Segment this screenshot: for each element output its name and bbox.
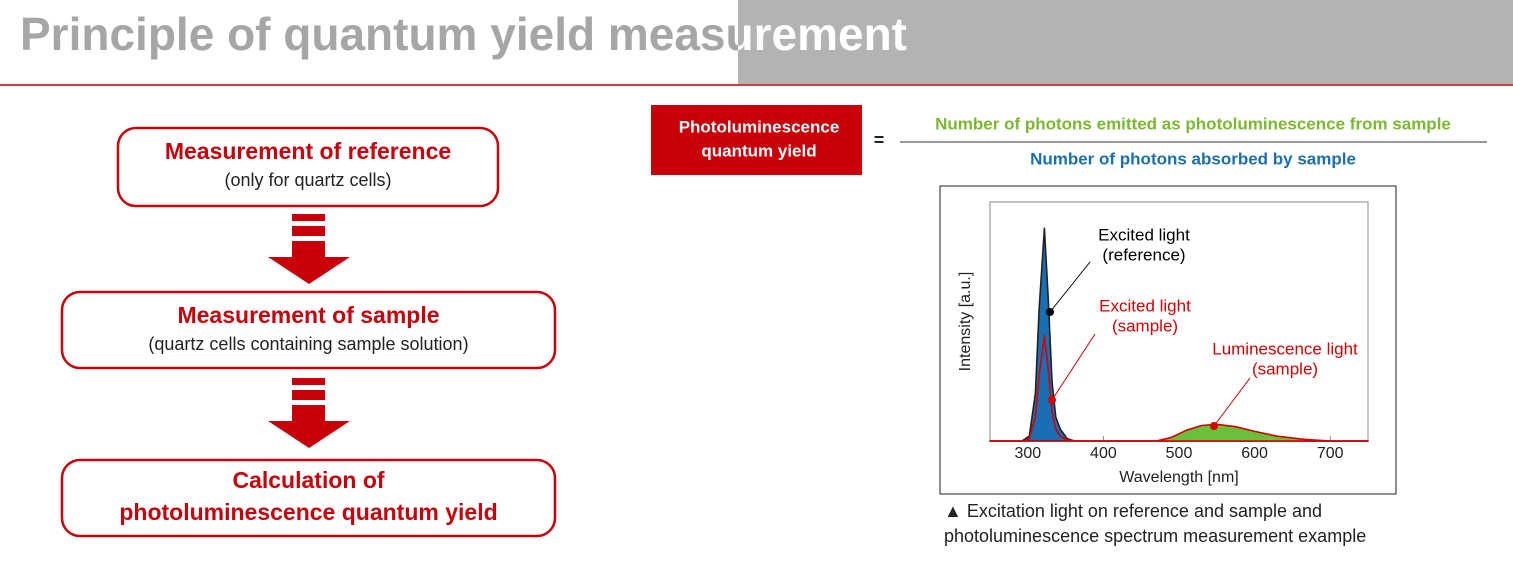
caption: photoluminescence spectrum measurement e…	[944, 526, 1366, 546]
annotation-dot	[1046, 308, 1054, 316]
arrow-stripe	[292, 226, 325, 236]
annotation-text: (sample)	[1252, 359, 1318, 378]
flow-box	[60, 290, 557, 370]
formula-term-box	[651, 105, 862, 175]
x-tick-label: 400	[1090, 445, 1117, 462]
flow-box	[116, 126, 500, 208]
annotation-text: (sample)	[1112, 316, 1178, 335]
flow-step-title: photoluminescence quantum yield	[119, 499, 497, 525]
arrow-stripe	[292, 378, 325, 385]
y-axis-label: Intensity [a.u.]	[957, 272, 974, 372]
x-tick-label: 600	[1241, 445, 1268, 462]
page-title: Principle of quantum yield measurement	[20, 8, 907, 60]
chart-frame	[939, 185, 1397, 495]
annotation-leader	[1049, 261, 1091, 313]
line	[990, 335, 1368, 442]
formula-denominator: Number of photons absorbed by sample	[1030, 149, 1356, 168]
flow-step-subtitle: (only for quartz cells)	[224, 170, 391, 190]
caption: ▲ Excitation light on reference and samp…	[944, 501, 1322, 521]
annotation-text: Excited light	[1099, 296, 1191, 315]
formula-term: quantum yield	[701, 141, 816, 160]
area	[989, 423, 1369, 442]
annotation-leader	[1051, 333, 1096, 401]
formula-numerator: Number of photons emitted as photolumine…	[935, 114, 1451, 133]
flow-box	[60, 458, 557, 538]
formula-term: Photoluminescence	[679, 117, 840, 136]
annotation-dot	[1210, 422, 1218, 430]
annotation-leader	[1213, 377, 1251, 427]
x-axis-label: Wavelength [nm]	[1119, 469, 1238, 486]
arrow-stripe	[292, 214, 325, 221]
x-tick-label: 300	[1014, 445, 1041, 462]
flow-step-title: Calculation of	[232, 467, 384, 493]
arrow-head	[268, 241, 350, 284]
header-band	[738, 0, 1513, 84]
x-tick-label: 700	[1317, 445, 1344, 462]
annotation-text: (reference)	[1102, 245, 1185, 264]
flow-step-title: Measurement of reference	[165, 138, 451, 164]
arrow-head	[268, 405, 350, 448]
arrow-stripe	[292, 390, 325, 400]
annotation-text: Luminescence light	[1212, 339, 1358, 358]
x-tick-label: 500	[1166, 445, 1193, 462]
formula-equals: =	[874, 130, 885, 150]
flow-step-subtitle: (quartz cells containing sample solution…	[148, 334, 468, 354]
annotation-text: Excited light	[1098, 225, 1190, 244]
annotation-dot	[1048, 396, 1056, 404]
flow-step-title: Measurement of sample	[177, 302, 439, 328]
